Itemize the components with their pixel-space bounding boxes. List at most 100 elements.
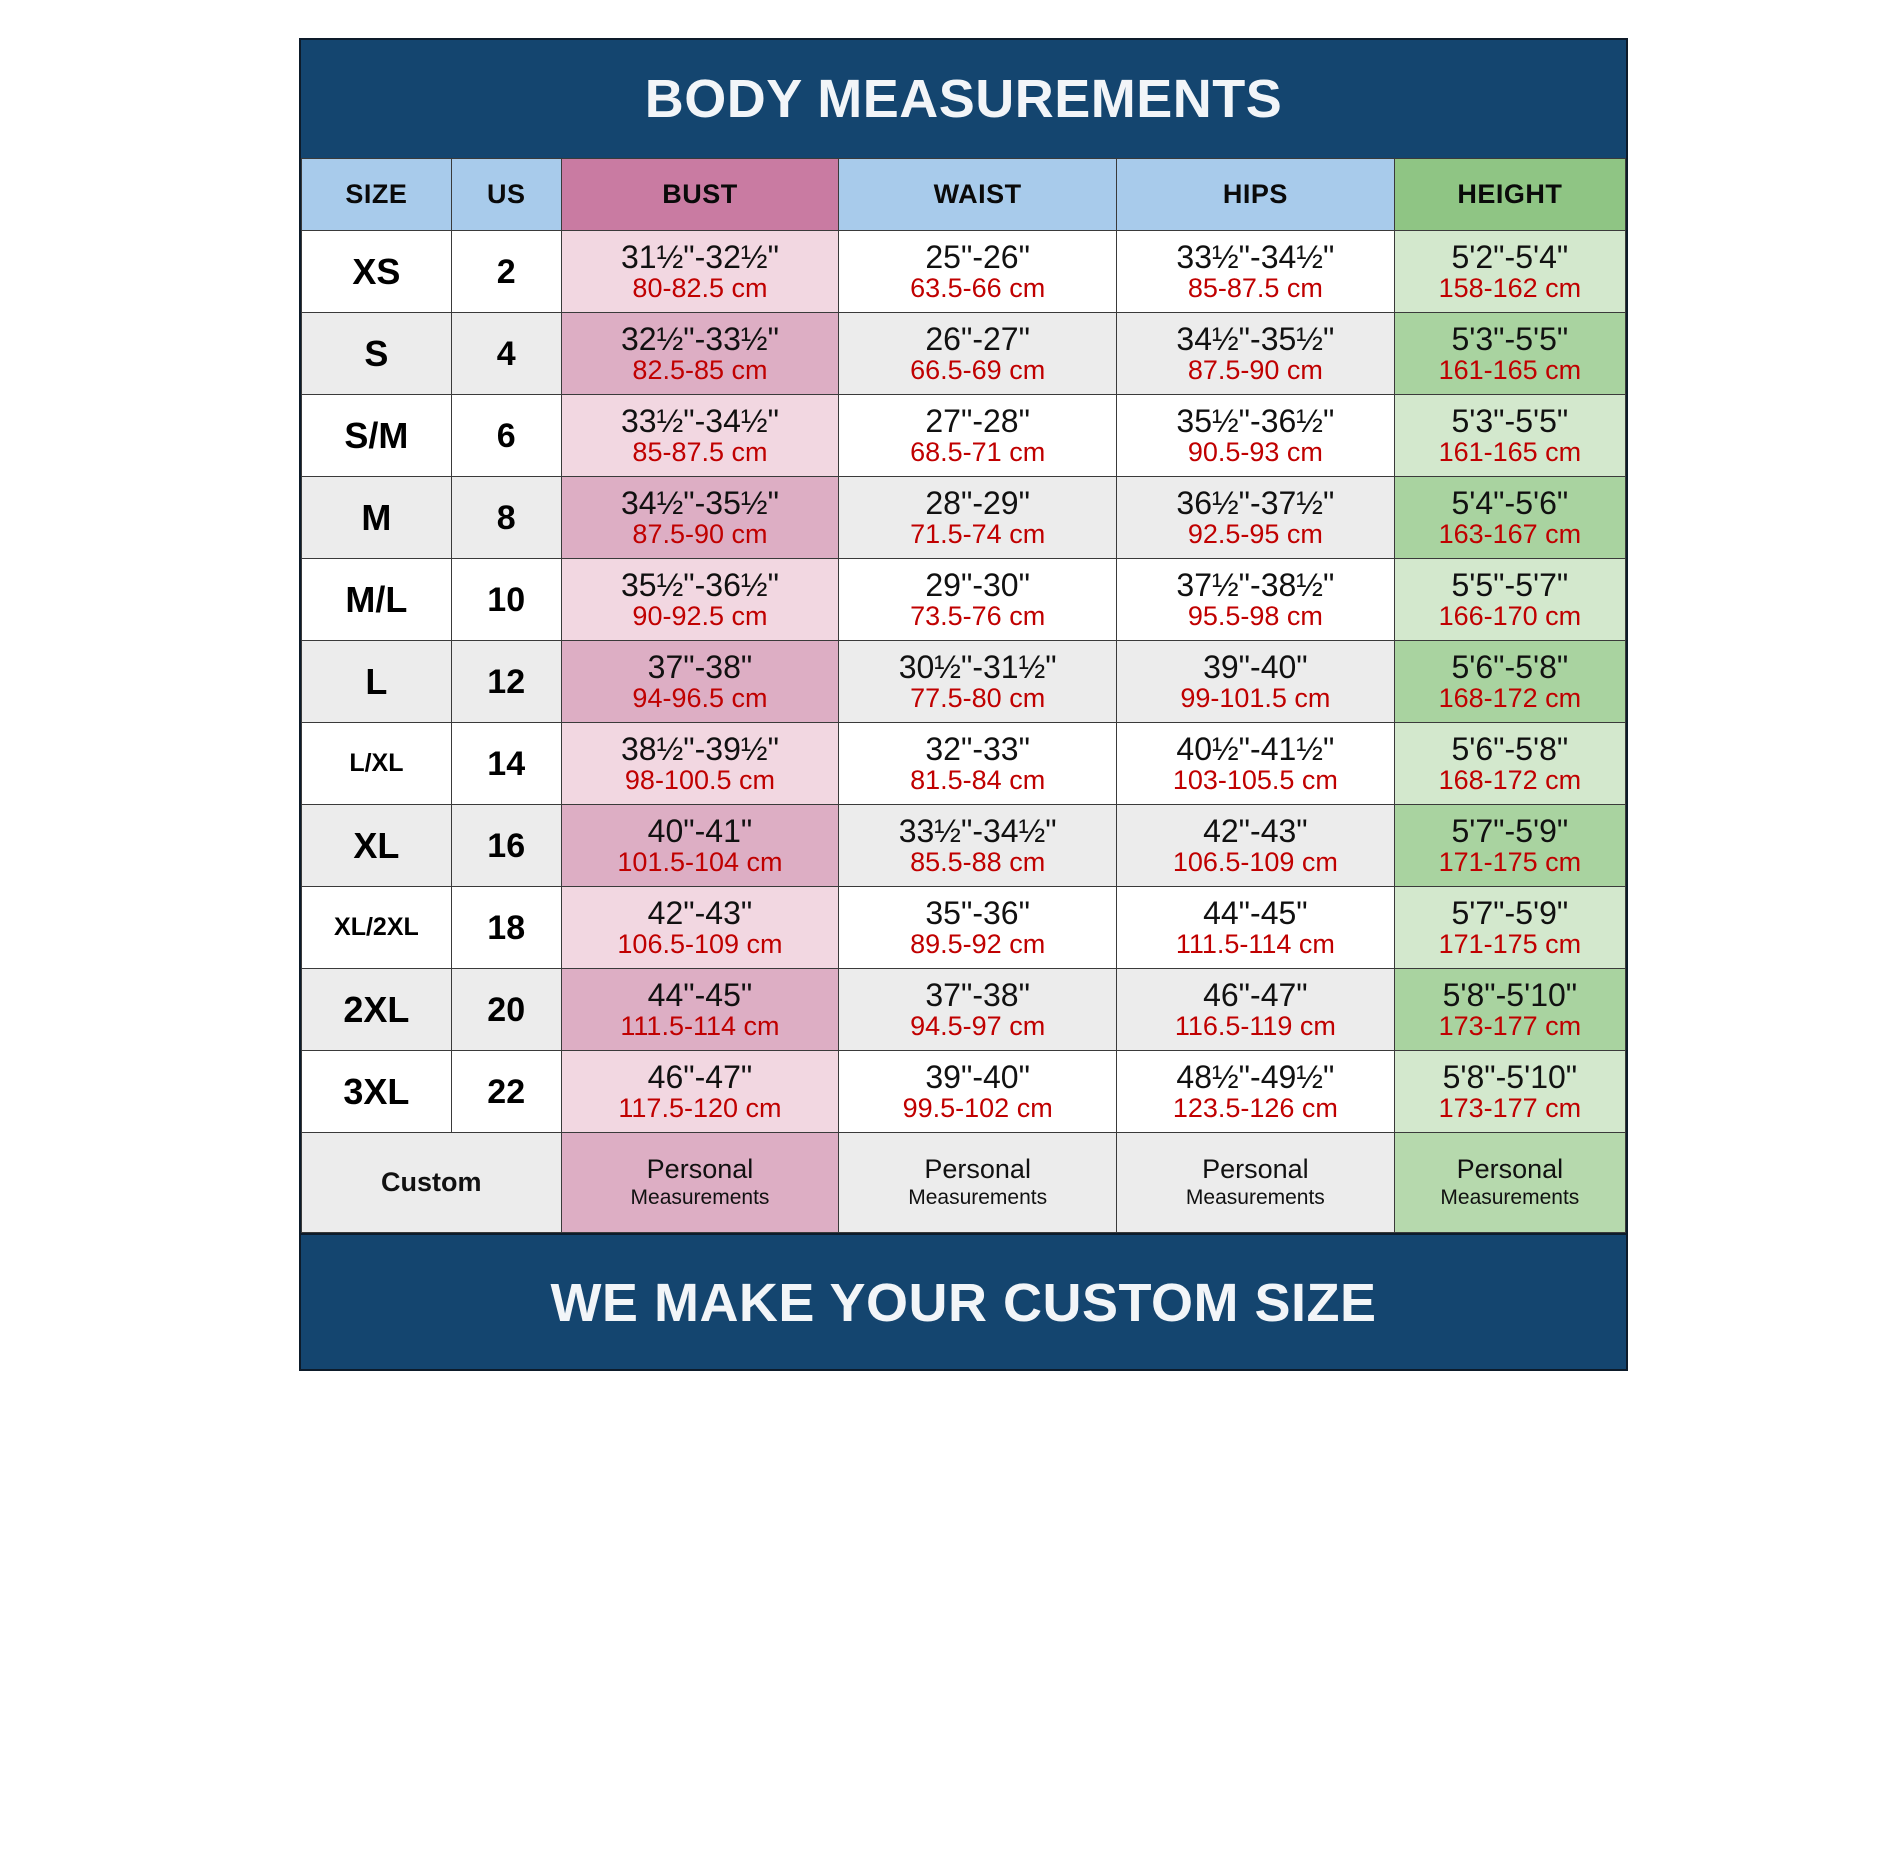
cell-bust: 40"-41" 101.5-104 cm [560, 804, 840, 887]
us-size-value: 12 [487, 662, 526, 701]
cell-size: 3XL [301, 1050, 452, 1133]
cell-size: 2XL [301, 968, 452, 1051]
table-row: M/L 10 35½"-36½" 90-92.5 cm 29"-30" 73.5-76 c… [301, 558, 1627, 641]
cell-bust: 35½"-36½" 90-92.5 cm [560, 558, 840, 641]
bust-centimeters: 82.5-85 cm [632, 355, 768, 386]
cell-size: S/M [301, 394, 452, 477]
cell-hips: 48½"-49½" 123.5-126 cm [1116, 1050, 1395, 1133]
cell-bust: 38½"-39½" 98-100.5 cm [560, 722, 840, 805]
body-measurements-table: SIZE US BUST WAIST HIPS HEIGHT XS 2 31½"-3… [301, 158, 1627, 1233]
waist-inches: 35"-36" [925, 894, 1030, 931]
bust-inches: 42"-43" [647, 894, 753, 931]
cell-height: 5'5"-5'7" 166-170 cm [1393, 558, 1627, 641]
table-header-row: SIZE US BUST WAIST HIPS HEIGHT [301, 158, 1627, 231]
cell-height: 5'7"-5'9" 171-175 cm [1393, 886, 1627, 969]
us-size-value: 20 [487, 990, 526, 1029]
cell-us-size: 14 [450, 722, 562, 805]
height-centimeters: 163-167 cm [1438, 519, 1582, 550]
cell-hips: 37½"-38½" 95.5-98 cm [1116, 558, 1395, 641]
size-label: XL/2XL [334, 913, 419, 941]
waist-centimeters: 77.5-80 cm [910, 683, 1046, 714]
waist-inches: 25"-26" [925, 238, 1030, 275]
waist-inches: 37"-38" [925, 976, 1030, 1013]
waist-centimeters: 85.5-88 cm [910, 847, 1046, 878]
cell-us-size: 12 [450, 640, 562, 723]
bust-inches: 44"-45" [647, 976, 753, 1013]
cell-bust: 31½"-32½" 80-82.5 cm [560, 230, 840, 313]
height-inches: 5'7"-5'9" [1451, 812, 1569, 849]
waist-centimeters: 68.5-71 cm [910, 437, 1046, 468]
us-size-value: 6 [496, 416, 516, 455]
height-centimeters: 158-162 cm [1438, 273, 1582, 304]
waist-inches: 28"-29" [925, 484, 1030, 521]
cell-hips: 33½"-34½" 85-87.5 cm [1116, 230, 1395, 313]
bust-inches: 37"-38" [647, 648, 753, 685]
cell-us-size: 4 [450, 312, 562, 395]
bust-centimeters: 111.5-114 cm [620, 1011, 780, 1042]
waist-inches: 27"-28" [925, 402, 1030, 439]
cell-waist: 26"-27" 66.5-69 cm [838, 312, 1118, 395]
cell-height: 5'6"-5'8" 168-172 cm [1393, 640, 1627, 723]
bust-centimeters: 85-87.5 cm [632, 437, 768, 468]
custom-hips-input[interactable]: Personal Measurements [1116, 1132, 1395, 1233]
bust-centimeters: 101.5-104 cm [617, 847, 783, 878]
custom-waist-input[interactable]: Personal Measurements [838, 1132, 1118, 1233]
us-size-value: 14 [487, 744, 526, 783]
custom-height-input[interactable]: Personal Measurements [1393, 1132, 1627, 1233]
measurements-label: Measurements [630, 1186, 770, 1210]
bust-centimeters: 98-100.5 cm [624, 765, 775, 796]
height-centimeters: 171-175 cm [1438, 847, 1582, 878]
height-centimeters: 171-175 cm [1438, 929, 1582, 960]
hips-centimeters: 123.5-126 cm [1172, 1093, 1338, 1124]
hips-centimeters: 92.5-95 cm [1187, 519, 1323, 550]
cell-hips: 34½"-35½" 87.5-90 cm [1116, 312, 1395, 395]
custom-bust-input[interactable]: Personal Measurements [560, 1132, 840, 1233]
cell-height: 5'8"-5'10" 173-177 cm [1393, 1050, 1627, 1133]
size-label: 3XL [343, 1070, 410, 1112]
height-inches: 5'5"-5'7" [1451, 566, 1569, 603]
cell-size: L/XL [301, 722, 452, 805]
hips-centimeters: 90.5-93 cm [1187, 437, 1323, 468]
table-row: 3XL 22 46"-47" 117.5-120 cm 39"-40" 99.5-102 … [301, 1050, 1627, 1133]
cell-size: M/L [301, 558, 452, 641]
cell-us-size: 18 [450, 886, 562, 969]
bust-inches: 34½"-35½" [620, 484, 779, 521]
bust-centimeters: 94-96.5 cm [632, 683, 768, 714]
cell-bust: 37"-38" 94-96.5 cm [560, 640, 840, 723]
us-size-value: 16 [487, 826, 526, 865]
cell-us-size: 20 [450, 968, 562, 1051]
hips-inches: 39"-40" [1203, 648, 1308, 685]
cell-size: XS [301, 230, 452, 313]
table-row: L 12 37"-38" 94-96.5 cm 30½"-31½" 77.5-80 cm 3… [301, 640, 1627, 723]
column-header-us: US [450, 158, 562, 231]
waist-centimeters: 73.5-76 cm [910, 601, 1046, 632]
cell-hips: 42"-43" 106.5-109 cm [1116, 804, 1395, 887]
waist-centimeters: 94.5-97 cm [910, 1011, 1046, 1042]
waist-centimeters: 81.5-84 cm [910, 765, 1046, 796]
cell-us-size: 6 [450, 394, 562, 477]
size-label: L/XL [349, 749, 404, 777]
cell-waist: 39"-40" 99.5-102 cm [838, 1050, 1118, 1133]
cell-bust: 33½"-34½" 85-87.5 cm [560, 394, 840, 477]
bust-centimeters: 90-92.5 cm [632, 601, 768, 632]
cell-size: L [301, 640, 452, 723]
size-label: 2XL [343, 988, 410, 1030]
cell-height: 5'6"-5'8" 168-172 cm [1393, 722, 1627, 805]
table-body: XS 2 31½"-32½" 80-82.5 cm 25"-26" 63.5-66 cm 3… [301, 230, 1627, 1233]
cell-waist: 29"-30" 73.5-76 cm [838, 558, 1118, 641]
hips-inches: 34½"-35½" [1176, 320, 1335, 357]
us-size-value: 4 [496, 334, 516, 373]
waist-centimeters: 66.5-69 cm [910, 355, 1046, 386]
cell-bust: 42"-43" 106.5-109 cm [560, 886, 840, 969]
size-label: M/L [345, 578, 408, 620]
us-size-value: 22 [487, 1072, 526, 1111]
bust-inches: 35½"-36½" [620, 566, 779, 603]
height-inches: 5'3"-5'5" [1451, 320, 1569, 357]
height-inches: 5'7"-5'9" [1451, 894, 1569, 931]
cell-bust: 46"-47" 117.5-120 cm [560, 1050, 840, 1133]
custom-size-row[interactable]: Custom Personal Measurements Personal Measur… [301, 1132, 1627, 1233]
hips-inches: 48½"-49½" [1176, 1058, 1335, 1095]
cell-size: M [301, 476, 452, 559]
waist-centimeters: 71.5-74 cm [910, 519, 1046, 550]
